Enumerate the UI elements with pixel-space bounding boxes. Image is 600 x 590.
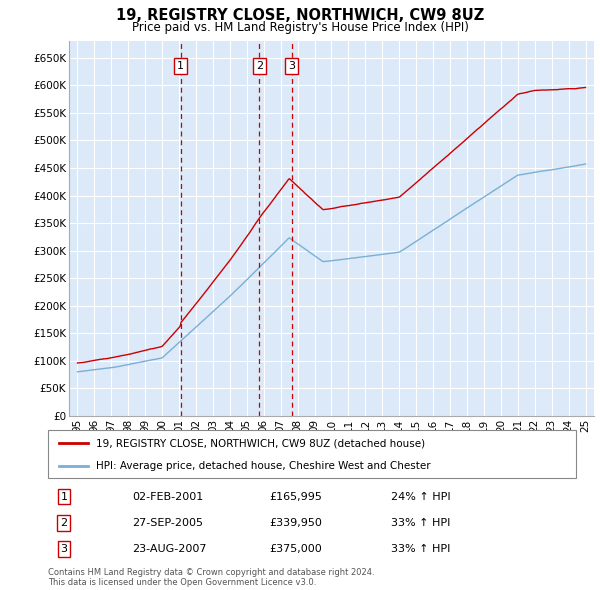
Text: HPI: Average price, detached house, Cheshire West and Chester: HPI: Average price, detached house, Ches… [95,461,430,471]
Text: 19, REGISTRY CLOSE, NORTHWICH, CW9 8UZ (detached house): 19, REGISTRY CLOSE, NORTHWICH, CW9 8UZ (… [95,438,425,448]
Text: 19, REGISTRY CLOSE, NORTHWICH, CW9 8UZ: 19, REGISTRY CLOSE, NORTHWICH, CW9 8UZ [116,8,484,23]
Text: £375,000: £375,000 [270,544,323,554]
Text: 33% ↑ HPI: 33% ↑ HPI [391,544,451,554]
Text: 1: 1 [61,491,67,502]
Text: 27-SEP-2005: 27-SEP-2005 [133,518,203,527]
Text: Price paid vs. HM Land Registry's House Price Index (HPI): Price paid vs. HM Land Registry's House … [131,21,469,34]
Text: 3: 3 [61,544,67,554]
Text: 02-FEB-2001: 02-FEB-2001 [133,491,204,502]
Text: 24% ↑ HPI: 24% ↑ HPI [391,491,451,502]
Text: 2: 2 [60,518,67,527]
Text: £165,995: £165,995 [270,491,323,502]
Text: £339,950: £339,950 [270,518,323,527]
Text: 3: 3 [288,61,295,71]
Text: Contains HM Land Registry data © Crown copyright and database right 2024.
This d: Contains HM Land Registry data © Crown c… [48,568,374,587]
Text: 33% ↑ HPI: 33% ↑ HPI [391,518,451,527]
Text: 1: 1 [177,61,184,71]
Text: 2: 2 [256,61,263,71]
Text: 23-AUG-2007: 23-AUG-2007 [133,544,207,554]
